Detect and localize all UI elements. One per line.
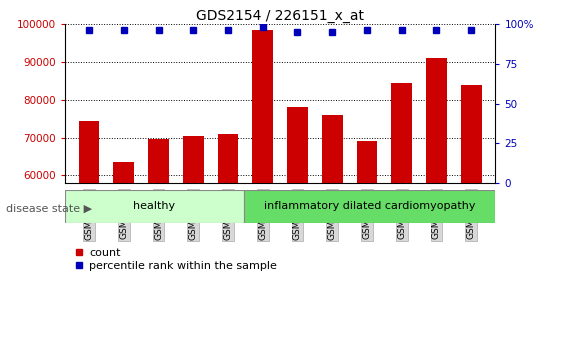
- Title: GDS2154 / 226151_x_at: GDS2154 / 226151_x_at: [196, 9, 364, 23]
- Bar: [426, 58, 447, 183]
- Legend: count, percentile rank within the sample: count, percentile rank within the sample: [70, 244, 282, 276]
- Text: inflammatory dilated cardiomyopathy: inflammatory dilated cardiomyopathy: [264, 201, 476, 211]
- Bar: [65, 190, 244, 223]
- Bar: [244, 190, 495, 223]
- Text: disease state ▶: disease state ▶: [6, 204, 92, 214]
- Text: healthy: healthy: [133, 201, 176, 211]
- Bar: [322, 115, 343, 183]
- Bar: [79, 120, 100, 183]
- Bar: [113, 162, 134, 183]
- Bar: [461, 85, 481, 183]
- Bar: [391, 83, 412, 183]
- Bar: [356, 141, 377, 183]
- Bar: [287, 107, 308, 183]
- Bar: [217, 134, 238, 183]
- Bar: [148, 139, 169, 183]
- Bar: [252, 30, 273, 183]
- Bar: [183, 136, 204, 183]
